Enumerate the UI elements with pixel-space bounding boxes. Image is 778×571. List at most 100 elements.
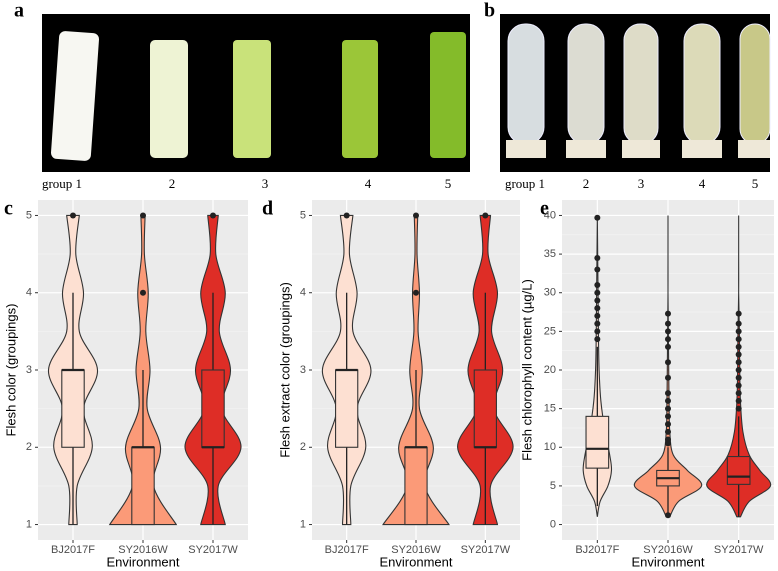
outlier	[735, 336, 742, 343]
photo-label: 3	[638, 176, 645, 191]
outlier	[594, 214, 601, 221]
photo-label: group 1	[505, 176, 545, 191]
box	[61, 369, 85, 448]
x-axis-label: Environment	[632, 554, 705, 569]
photo-label: 5	[445, 176, 452, 191]
y-tick-label: 0	[550, 518, 556, 530]
box	[585, 415, 610, 469]
outlier	[140, 212, 146, 219]
outlier	[210, 212, 216, 219]
outlier	[735, 320, 742, 327]
y-tick-label: 5	[550, 480, 556, 492]
outlier	[343, 212, 350, 219]
outlier	[665, 512, 671, 519]
outlier	[594, 312, 601, 319]
panel-letter: c	[4, 198, 13, 220]
outlier	[665, 405, 671, 412]
outlier	[735, 405, 742, 412]
panel-letter: d	[262, 198, 273, 220]
panel-letter: b	[484, 0, 495, 22]
y-tick-label: 15	[544, 403, 556, 415]
y-tick-label: 4	[26, 287, 32, 299]
y-tick-label: 30	[544, 287, 556, 299]
photo-label: 2	[583, 176, 590, 191]
outlier	[413, 289, 419, 296]
outlier	[594, 336, 601, 343]
box	[473, 369, 497, 448]
outlier	[735, 374, 742, 381]
outlier	[413, 212, 419, 219]
x-tick-label: SY2016W	[643, 544, 693, 556]
x-tick-label: SY2016W	[391, 544, 441, 556]
outlier	[594, 328, 601, 335]
outlier	[735, 359, 742, 366]
y-tick-label: 3	[26, 364, 32, 376]
outlier	[735, 390, 742, 397]
y-axis-label: Flesh extract color (groupings)	[277, 282, 292, 458]
outlier	[665, 413, 671, 420]
x-tick-label: BJ2017F	[325, 544, 369, 556]
panel-letter: e	[540, 198, 549, 220]
outlier	[735, 310, 742, 317]
outlier	[594, 320, 601, 327]
violin	[706, 215, 772, 518]
outlier	[735, 328, 742, 335]
y-tick-label: 20	[544, 364, 556, 376]
box	[335, 369, 359, 448]
x-tick-label: BJ2017F	[575, 544, 619, 556]
outlier	[665, 320, 671, 327]
outlier	[665, 374, 671, 381]
outlier	[140, 289, 146, 296]
photo-label: 3	[262, 176, 269, 191]
outlier	[735, 367, 742, 373]
y-tick-label: 5	[26, 209, 32, 221]
y-tick-label: 25	[544, 325, 556, 337]
photo-label: 5	[752, 176, 759, 191]
outlier	[594, 305, 601, 312]
outlier	[594, 297, 601, 304]
violin	[633, 215, 703, 518]
outlier	[665, 397, 671, 404]
x-axis-label: Environment	[380, 554, 453, 569]
box	[201, 369, 225, 448]
outlier	[665, 428, 671, 435]
y-tick-label: 3	[300, 364, 306, 376]
y-tick-label: 1	[26, 518, 32, 530]
panel-letter: a	[14, 0, 24, 22]
y-tick-label: 10	[544, 441, 556, 453]
y-tick-label: 2	[300, 441, 306, 453]
y-tick-label: 40	[544, 209, 556, 221]
y-axis-label: Flesh chlorophyll content (µg/L)	[519, 279, 534, 461]
photo-label: 4	[699, 176, 706, 191]
y-tick-label: 5	[300, 209, 306, 221]
outlier	[594, 282, 601, 288]
outlier	[735, 343, 742, 350]
x-tick-label: SY2017W	[461, 544, 511, 556]
outlier	[735, 397, 742, 404]
x-axis-label: Environment	[107, 554, 180, 569]
outlier	[665, 336, 671, 343]
outlier	[665, 343, 671, 350]
y-tick-label: 2	[26, 441, 32, 453]
outlier	[594, 289, 601, 296]
y-tick-label: 1	[300, 518, 306, 530]
outlier	[594, 254, 601, 261]
outlier	[665, 328, 671, 335]
outlier	[665, 390, 671, 397]
photo-b	[500, 14, 771, 172]
y-tick-label: 4	[300, 287, 306, 299]
y-tick-label: 35	[544, 248, 556, 260]
outlier	[482, 212, 489, 219]
photo-label: 4	[365, 176, 372, 191]
box	[131, 446, 155, 526]
outlier	[665, 359, 671, 366]
outlier	[665, 310, 671, 317]
box	[404, 446, 428, 526]
outlier	[735, 351, 742, 358]
photo-a	[42, 14, 470, 172]
outlier	[594, 266, 601, 273]
outlier	[735, 382, 742, 389]
outlier	[665, 421, 671, 428]
outlier	[665, 436, 671, 443]
